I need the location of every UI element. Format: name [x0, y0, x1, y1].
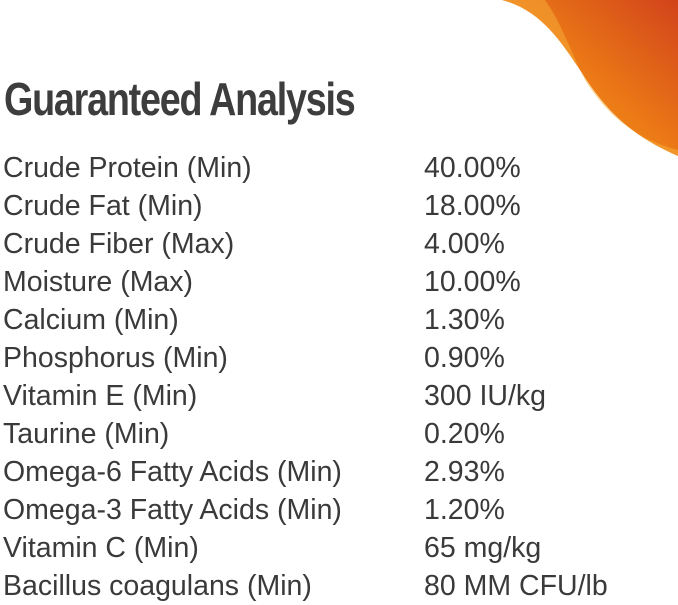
nutrient-value: 1.20% — [424, 494, 505, 526]
nutrient-name: Taurine (Min) — [3, 418, 170, 450]
nutrient-name: Vitamin E (Min) — [3, 380, 198, 412]
nutrient-name: Crude Fat (Min) — [3, 190, 203, 222]
nutrient-name: Crude Fiber (Max) — [3, 228, 235, 260]
nutrient-name: Crude Protein (Min) — [3, 152, 252, 184]
nutrient-value: 18.00% — [424, 190, 521, 222]
nutrient-value: 300 IU/kg — [424, 380, 546, 412]
nutrient-name: Phosphorus (Min) — [3, 342, 228, 374]
page-title: Guaranteed Analysis — [4, 73, 356, 125]
nutrient-value: 40.00% — [424, 152, 521, 184]
nutrient-value: 0.90% — [424, 342, 505, 374]
nutrient-name: Omega-6 Fatty Acids (Min) — [3, 456, 342, 488]
nutrient-name: Omega-3 Fatty Acids (Min) — [3, 494, 342, 526]
nutrient-name: Bacillus coagulans (Min) — [3, 570, 312, 602]
nutrient-name: Vitamin C (Min) — [3, 532, 199, 564]
nutrient-value: 2.93% — [424, 456, 505, 488]
nutrient-name: Calcium (Min) — [3, 304, 179, 336]
nutrient-value: 0.20% — [424, 418, 505, 450]
nutrient-name: Moisture (Max) — [3, 266, 194, 298]
nutrient-value: 1.30% — [424, 304, 505, 336]
nutrient-value: 65 mg/kg — [424, 532, 542, 564]
nutrient-value: 80 MM CFU/lb — [424, 570, 608, 602]
nutrient-value: 4.00% — [424, 228, 505, 260]
nutrient-value: 10.00% — [424, 266, 521, 298]
